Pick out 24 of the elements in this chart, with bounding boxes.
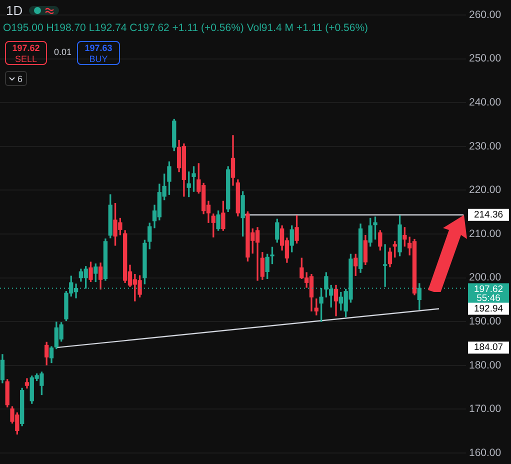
y-tick-label: 200.00 [469, 272, 502, 284]
annotation: SELL [14, 54, 38, 65]
ref-line-label: 197.62 [474, 284, 504, 295]
y-tick-label: 250.00 [469, 52, 502, 65]
text: 214.36 [474, 210, 504, 221]
y-tick-label: 230.00 [469, 140, 502, 152]
annotation: 0.01 [54, 47, 72, 57]
y-tick-label: 240.00 [469, 96, 502, 108]
y-tick-label: 180.00 [469, 359, 502, 372]
annotation: 6 [17, 74, 22, 84]
annotation: 197.62 [11, 43, 41, 54]
y-tick-label: 170.00 [469, 403, 502, 416]
y-tick-label: 220.00 [469, 184, 502, 196]
text: 192.94 [474, 303, 504, 314]
annotation: BUY [88, 54, 109, 65]
text: 55:46 [476, 292, 500, 304]
text: O195.00 H198.70 L192.74 C197.62 +1.11 (+0.56%) Vol91.4 M +1.11 (+0.56%) [3, 22, 368, 34]
y-tick-label: 190.00 [469, 315, 502, 328]
annotation: 197.63 [84, 43, 114, 54]
y-tick-label: 260.00 [469, 8, 502, 21]
chart-title: 1D [6, 3, 23, 18]
y-tick-label: 160.00 [469, 446, 502, 459]
text: 184.07 [474, 342, 504, 354]
y-tick-label: 210.00 [469, 228, 502, 240]
